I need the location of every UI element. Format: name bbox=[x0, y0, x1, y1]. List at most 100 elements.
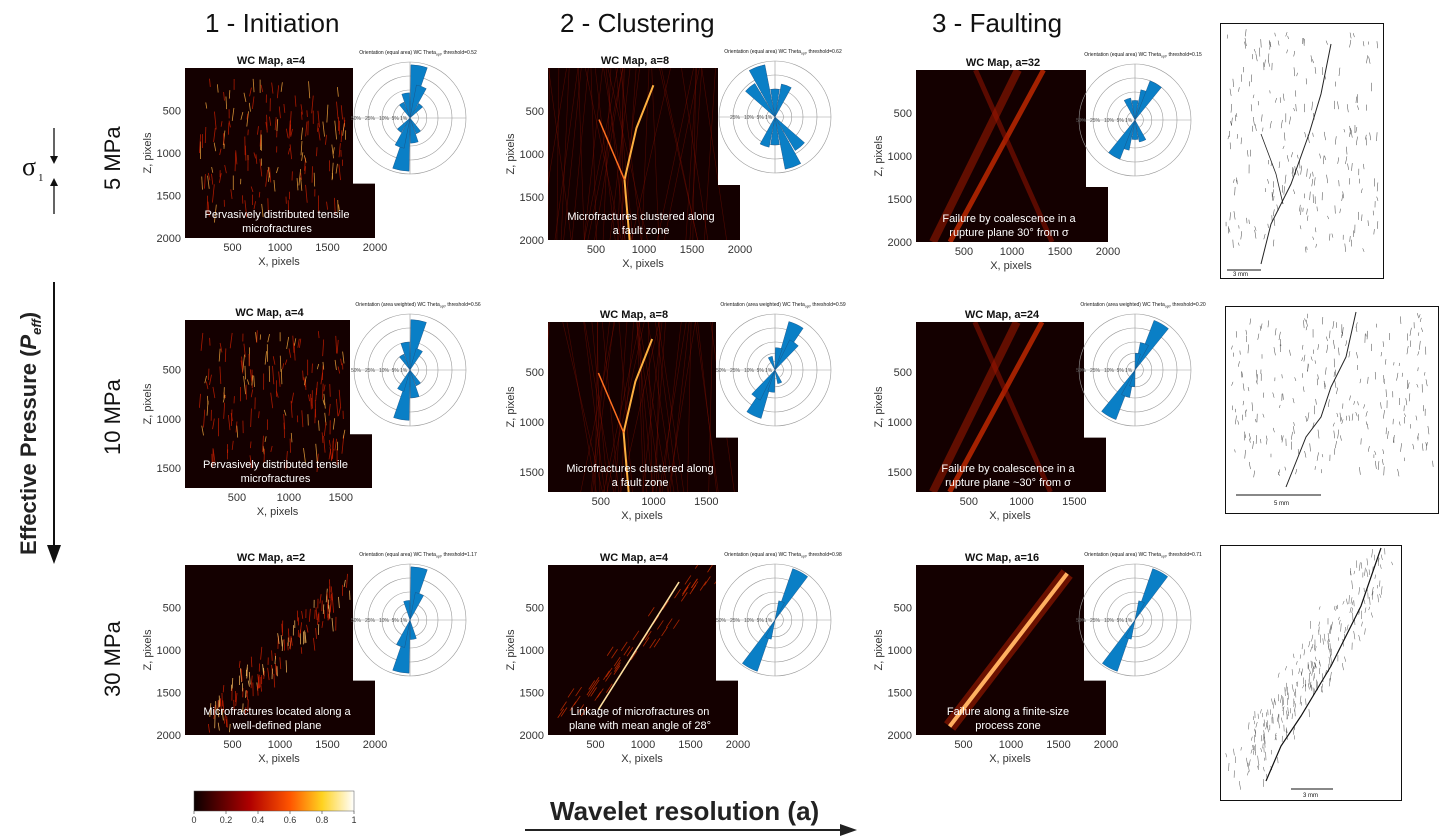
y-axis-label: Z, pixels bbox=[505, 629, 517, 670]
x-tick-label: 1000 bbox=[999, 739, 1023, 751]
rose-petal bbox=[1101, 369, 1136, 420]
map-streaks bbox=[548, 322, 735, 492]
x-tick-label: 500 bbox=[586, 739, 604, 751]
y-tick-label: 500 bbox=[894, 367, 912, 379]
y-axis-label: Z, pixels bbox=[873, 386, 885, 427]
wavelet-arrow bbox=[525, 824, 857, 836]
x-axis-label: X, pixels bbox=[621, 753, 663, 765]
rose-petal bbox=[767, 369, 776, 393]
x-tick-label: 1000 bbox=[268, 242, 292, 254]
rose-ring-label: 50% bbox=[351, 368, 362, 374]
y-axis-label: Z, pixels bbox=[873, 629, 885, 670]
rose-petal bbox=[1108, 119, 1136, 160]
y-axis-label: Z, pixels bbox=[505, 133, 517, 174]
column-title-faulting: 3 - Faulting bbox=[932, 8, 1063, 38]
rose-petal bbox=[1134, 342, 1149, 371]
rose-petal bbox=[1102, 619, 1136, 672]
map-caption-line2: a fault zone bbox=[612, 477, 669, 489]
map-caption-line2: well-defined plane bbox=[232, 720, 322, 732]
map-caption-line2: process zone bbox=[975, 720, 1040, 732]
rose-petal bbox=[403, 600, 411, 621]
y-axis-label: Z, pixels bbox=[142, 132, 154, 173]
x-tick-label: 500 bbox=[954, 739, 972, 751]
map-image bbox=[185, 320, 372, 488]
map-caption-line2: microfractures bbox=[242, 223, 312, 235]
rose-petal bbox=[774, 116, 805, 151]
y-tick-label: 500 bbox=[526, 603, 544, 615]
rose-petal bbox=[409, 84, 427, 119]
rose-ring-label: 25% bbox=[365, 116, 376, 122]
map-image bbox=[185, 68, 375, 238]
map-caption-line1: Failure along a finite-size bbox=[947, 706, 1069, 718]
rose-diagram: 50% 25% 10% 5% 1% bbox=[351, 61, 467, 175]
map-caption-line1: Failure by coalescence in a bbox=[942, 213, 1076, 225]
map-caption-line1: Pervasively distributed tensile bbox=[203, 459, 348, 471]
row-label-10mpa: 10 MPa bbox=[100, 379, 125, 455]
rose-petal bbox=[1119, 119, 1136, 151]
y-tick-label: 1000 bbox=[520, 417, 544, 429]
rose-ring-label: 50% bbox=[351, 618, 362, 624]
map-streaks bbox=[548, 68, 727, 240]
pressure-arrow-head bbox=[47, 545, 61, 564]
rose-ring-label: 25% bbox=[1090, 368, 1101, 374]
x-tick-label: 1000 bbox=[268, 739, 292, 751]
inset-fracture-map-5mpa: 3 mm bbox=[1220, 23, 1384, 279]
rose-petal bbox=[393, 369, 411, 421]
rose-ring-label: 10% bbox=[379, 368, 390, 374]
rose-petal bbox=[1134, 89, 1151, 121]
x-tick-label: 2000 bbox=[726, 739, 750, 751]
rose-petal bbox=[742, 619, 776, 672]
rose-title: Orientation (area weighted) WC Thetaopt,… bbox=[720, 302, 845, 309]
rose-petal bbox=[409, 369, 420, 399]
rose-ring-label: 10% bbox=[1104, 368, 1115, 374]
rose-petal bbox=[748, 64, 776, 118]
x-tick-label: 1500 bbox=[1046, 739, 1070, 751]
rose-petal bbox=[394, 117, 411, 149]
map-caption-line2: plane with mean angle of 28° bbox=[569, 720, 711, 732]
rose-petal bbox=[770, 116, 780, 146]
rose-ring-label: 50% bbox=[351, 116, 362, 122]
x-axis-label: X, pixels bbox=[258, 256, 300, 268]
rose-ring-label: 50% bbox=[1076, 618, 1087, 624]
colorbar-tick-label: 0.6 bbox=[284, 815, 297, 825]
x-tick-label: 1500 bbox=[680, 244, 704, 256]
map-title: WC Map, a=8 bbox=[601, 55, 669, 67]
rose-petal bbox=[409, 319, 427, 371]
rose-petal bbox=[400, 341, 411, 371]
y-tick-label: 1500 bbox=[888, 194, 912, 206]
rose-ring-label: 1% bbox=[400, 368, 408, 374]
map-title: WC Map, a=8 bbox=[600, 309, 668, 321]
map-caption-line1: Microfractures clustered along bbox=[567, 211, 714, 223]
y-axis-label: Z, pixels bbox=[873, 135, 885, 176]
map-caption-line2: microfractures bbox=[241, 473, 311, 485]
y-tick-label: 2000 bbox=[157, 730, 181, 742]
y-tick-label: 1500 bbox=[157, 463, 181, 475]
map-streaks bbox=[929, 70, 1055, 242]
rose-diagram: 50% 25% 10% 5% 1% bbox=[716, 563, 832, 677]
map-title: WC Map, a=24 bbox=[965, 309, 1040, 321]
sigma-subscript: 1 bbox=[38, 172, 44, 184]
rose-ring-label: 1% bbox=[400, 116, 408, 122]
rose-ring-label: 25% bbox=[1090, 618, 1101, 624]
rose-ring-label: 25% bbox=[730, 368, 741, 374]
x-tick-label: 1000 bbox=[277, 492, 301, 504]
colorbar-tick-label: 0.4 bbox=[252, 815, 265, 825]
rose-petal bbox=[767, 356, 776, 371]
rose-petal bbox=[774, 600, 785, 621]
x-tick-label: 1000 bbox=[1009, 496, 1033, 508]
rose-petal bbox=[399, 354, 411, 371]
column-title-initiation: 1 - Initiation bbox=[205, 8, 340, 38]
inset-drawing-3: 3 mm bbox=[1225, 547, 1393, 799]
map-caption-line1: Microfractures clustered along bbox=[566, 463, 713, 475]
rose-ring-label: 10% bbox=[744, 115, 755, 121]
y-tick-label: 1500 bbox=[520, 467, 544, 479]
rose-ring-label: 50% bbox=[1076, 368, 1087, 374]
map-title: WC Map, a=4 bbox=[235, 307, 304, 319]
colorbar-ticks: 0 0.2 0.4 0.6 0.8 1 bbox=[191, 811, 357, 825]
map-streaks bbox=[199, 78, 347, 223]
inset-drawing-2: 5 mm bbox=[1231, 311, 1434, 507]
rose-ring-label: 25% bbox=[730, 115, 741, 121]
rose-petal bbox=[1134, 568, 1168, 621]
rose-ring-label: 25% bbox=[730, 618, 741, 624]
rose-ring-label: 10% bbox=[1104, 118, 1115, 124]
